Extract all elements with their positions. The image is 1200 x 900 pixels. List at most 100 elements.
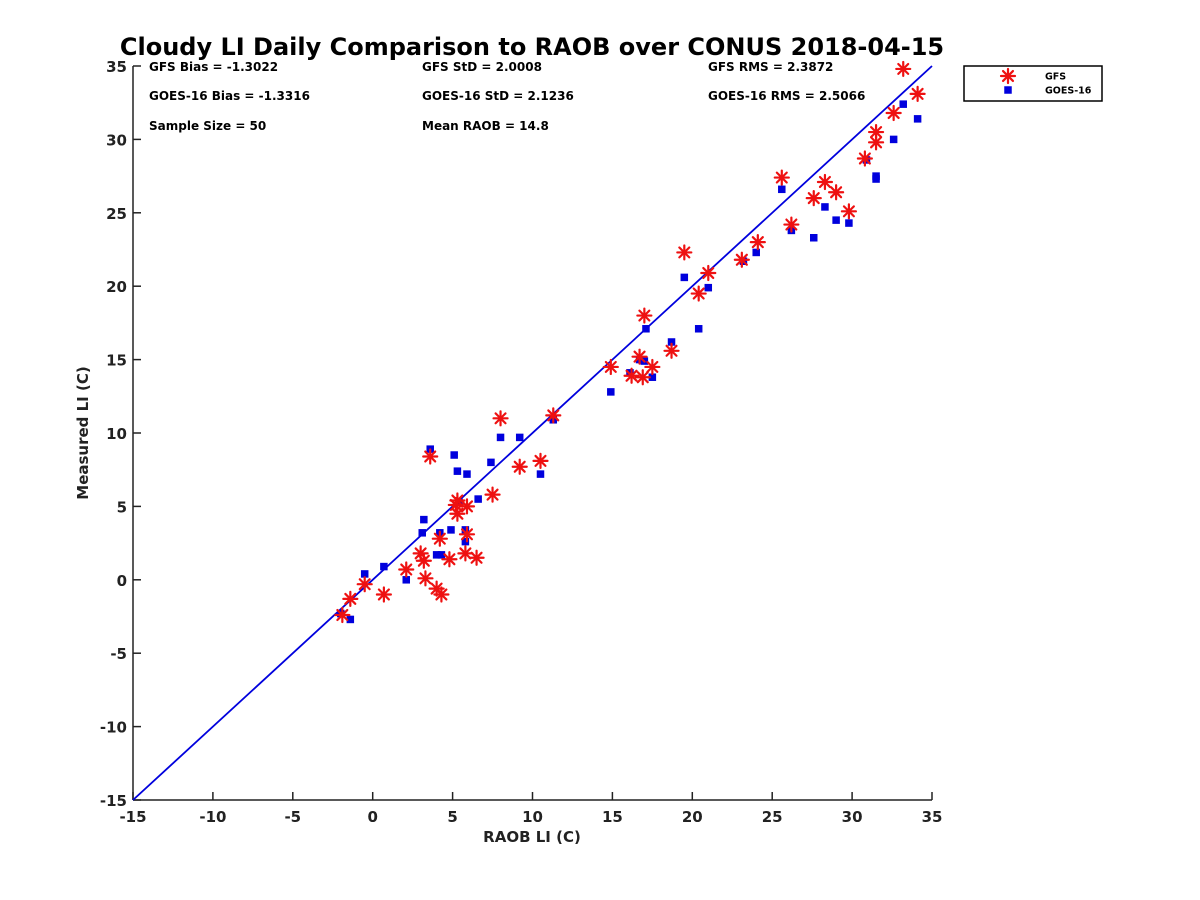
- gfs-point: [484, 486, 501, 503]
- stat-text: Sample Size = 50: [149, 119, 266, 133]
- x-tick-label: 30: [842, 808, 863, 826]
- gfs-point: [840, 203, 858, 220]
- y-axis-label: Measured LI (C): [74, 366, 92, 499]
- x-axis-label: RAOB LI (C): [483, 828, 581, 846]
- stat-text: GFS Bias = -1.3022: [149, 60, 278, 74]
- one-to-one-line: [132, 65, 933, 801]
- goes16-point: [447, 526, 455, 534]
- gfs-point: [375, 586, 392, 603]
- gfs-point: [895, 60, 912, 78]
- legend: GFS GOES-16: [963, 65, 1103, 102]
- gfs-point: [492, 410, 509, 427]
- gfs-point: [634, 369, 651, 386]
- goes16-point: [380, 562, 388, 571]
- goes16-point: [461, 537, 470, 546]
- y-tick-label: 0: [117, 572, 127, 590]
- gfs-point: [867, 123, 885, 141]
- series-goes-16: [336, 100, 922, 624]
- series-gfs: [334, 60, 926, 624]
- legend-label: GFS: [1045, 72, 1066, 83]
- y-tick-label: 15: [106, 352, 127, 370]
- x-tick-label: -10: [199, 808, 226, 826]
- goes16-point: [648, 373, 657, 381]
- y-tick-label: -5: [110, 645, 127, 663]
- gfs-point: [422, 448, 439, 465]
- gfs-point: [773, 169, 790, 186]
- gfs-point: [676, 244, 693, 261]
- gfs-point: [511, 458, 528, 475]
- gfs-point: [644, 358, 661, 376]
- goes16-point: [872, 172, 880, 180]
- x-tick-label: 25: [762, 808, 783, 826]
- goes16-point: [704, 283, 713, 292]
- goes16-point: [899, 100, 907, 108]
- goes16-point: [474, 495, 482, 503]
- legend-gfs-marker: [999, 67, 1017, 85]
- goes16-point: [809, 234, 818, 242]
- y-tick-label: 20: [106, 278, 127, 296]
- gfs-point: [885, 104, 902, 122]
- goes16-point: [913, 115, 922, 123]
- goes16-point: [463, 470, 471, 478]
- gfs-point: [545, 407, 562, 424]
- goes16-point: [821, 203, 829, 211]
- x-tick-label: 15: [602, 808, 623, 826]
- goes16-point: [432, 551, 441, 559]
- stat-text: GOES-16 RMS = 2.5066: [708, 89, 865, 103]
- goes16-point: [418, 529, 426, 537]
- x-tick-label: -15: [119, 808, 146, 826]
- y-tick-label: 25: [106, 205, 127, 223]
- x-tick-label: 10: [522, 808, 543, 826]
- gfs-point: [458, 526, 476, 543]
- gfs-point: [828, 184, 845, 201]
- gfs-point: [398, 561, 415, 578]
- stat-text: GFS StD = 2.0008: [422, 60, 542, 74]
- gfs-point: [457, 545, 474, 562]
- gfs-point: [356, 576, 373, 593]
- gfs-point: [733, 251, 750, 268]
- goes16-point: [778, 185, 786, 194]
- gfs-point: [433, 586, 450, 603]
- gfs-point: [468, 549, 485, 566]
- goes16-point: [420, 515, 428, 524]
- stats-annotations: GFS Bias = -1.3022 GFS StD = 2.0008 GFS RM…: [149, 60, 865, 133]
- gfs-point: [417, 570, 434, 587]
- x-tick-label: 0: [367, 808, 377, 826]
- goes16-point: [642, 325, 650, 333]
- gfs-point: [636, 307, 653, 324]
- x-tick-label: 35: [922, 808, 943, 826]
- gfs-point: [856, 150, 873, 167]
- goes16-point: [360, 570, 369, 578]
- y-tick-label: 5: [117, 498, 127, 516]
- x-tick-label: 5: [447, 808, 457, 826]
- y-tick-label: -10: [100, 719, 127, 737]
- goes16-point: [437, 551, 446, 559]
- goes16-point: [515, 433, 524, 442]
- gfs-point: [700, 264, 717, 282]
- stat-text: GOES-16 Bias = -1.3316: [149, 89, 310, 103]
- goes16-point: [889, 135, 898, 144]
- gfs-point: [749, 234, 766, 251]
- legend-goes16-marker: [1004, 86, 1012, 94]
- y-tick-label: 10: [106, 425, 127, 443]
- goes16-point: [453, 467, 462, 475]
- stat-text: Mean RAOB = 14.8: [422, 119, 549, 133]
- gfs-point: [631, 348, 648, 365]
- goes16-point: [461, 526, 470, 534]
- goes16-point: [845, 219, 853, 227]
- goes16-point: [496, 433, 505, 442]
- y-tick-label: 30: [106, 131, 127, 149]
- gfs-point: [449, 505, 466, 522]
- legend-box: [963, 65, 1103, 102]
- gfs-point: [415, 552, 432, 569]
- goes16-point: [680, 273, 689, 282]
- legend-label: GOES-16: [1045, 86, 1092, 97]
- gfs-point: [458, 498, 476, 515]
- goes16-point: [536, 470, 545, 478]
- stat-text: GFS RMS = 2.3872: [708, 60, 833, 74]
- gfs-point: [342, 590, 359, 607]
- chart-title: Cloudy LI Daily Comparison to RAOB over …: [120, 33, 944, 61]
- x-tick-label: 20: [682, 808, 703, 826]
- gfs-point: [909, 85, 926, 102]
